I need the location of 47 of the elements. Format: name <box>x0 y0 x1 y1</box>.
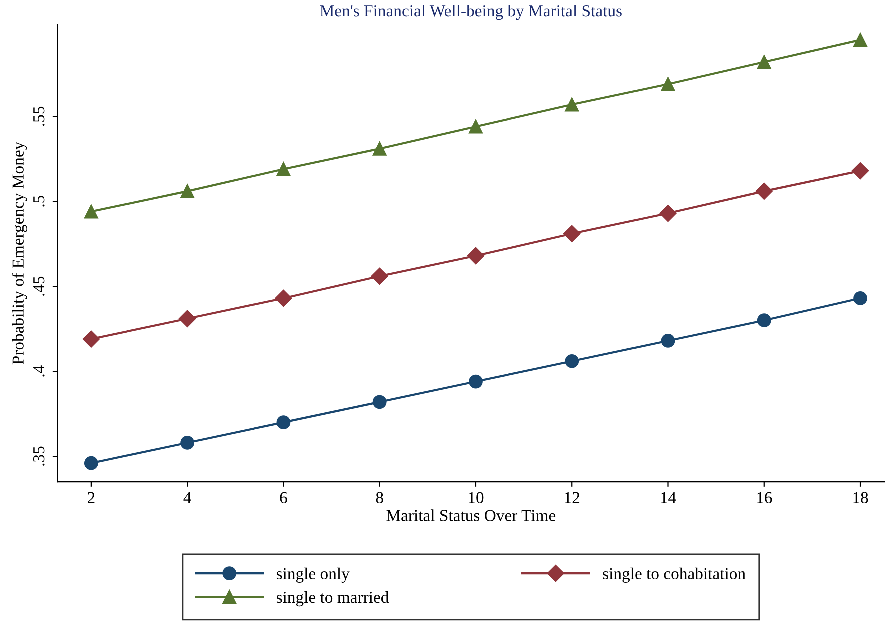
y-tick-label: .35 <box>33 446 45 466</box>
point <box>275 290 292 308</box>
x-tick-label: 4 <box>184 492 192 504</box>
point <box>852 162 870 180</box>
point <box>84 204 98 219</box>
y-tick-label: .5 <box>34 196 45 207</box>
point <box>276 416 291 430</box>
point <box>180 184 195 198</box>
point <box>372 142 387 156</box>
point <box>757 55 772 70</box>
point <box>661 77 676 92</box>
legend-label: single to married <box>276 591 390 607</box>
x-tick-label: 16 <box>758 492 772 504</box>
point <box>660 204 677 222</box>
point <box>854 292 868 306</box>
y-axis-title: Probability of Emergency Money <box>12 142 28 365</box>
legend-label: single only <box>276 568 350 583</box>
point <box>564 225 581 242</box>
point <box>469 120 483 134</box>
point <box>180 436 195 450</box>
x-tick-label: 8 <box>376 492 384 504</box>
point <box>854 33 868 48</box>
point <box>179 310 196 328</box>
point <box>372 395 387 410</box>
y-tick-label: .4 <box>34 366 45 377</box>
point <box>84 456 98 470</box>
chart-title: Men's Financial Well-being by Marital Status <box>320 4 622 20</box>
point <box>276 162 291 176</box>
x-tick-label: 14 <box>661 492 676 504</box>
x-tick-label: 10 <box>469 492 484 504</box>
y-tick-label: .45 <box>34 276 45 296</box>
point <box>371 268 388 285</box>
point <box>467 247 485 265</box>
x-tick-label: 2 <box>88 492 95 504</box>
x-tick-label: 12 <box>565 492 580 504</box>
x-axis-title: Marital Status Over Time <box>386 510 556 522</box>
point <box>469 374 483 389</box>
point <box>565 354 580 368</box>
point <box>661 334 676 348</box>
point <box>757 314 772 328</box>
x-tick-label: 18 <box>854 492 868 504</box>
point <box>565 98 580 112</box>
x-tick-label: 6 <box>280 492 288 504</box>
point <box>82 330 100 348</box>
legend-label: single to cohabitation <box>603 568 746 583</box>
y-tick-label: .55 <box>34 106 45 126</box>
point <box>756 182 773 200</box>
